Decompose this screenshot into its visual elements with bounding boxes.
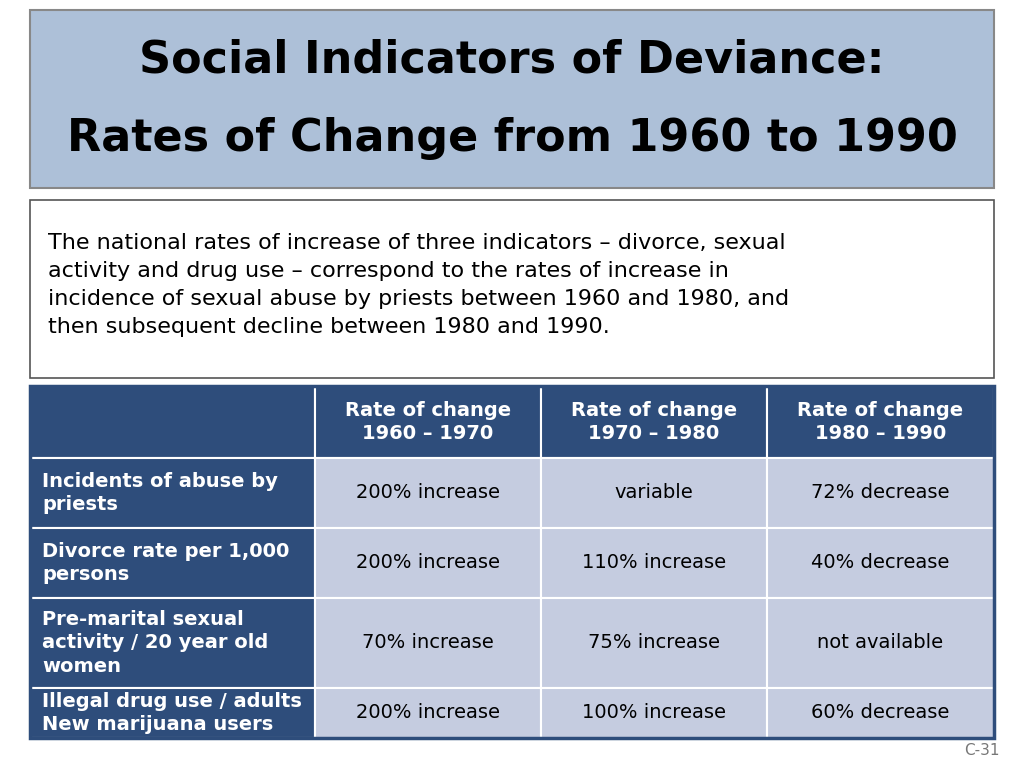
FancyBboxPatch shape <box>315 688 541 738</box>
Text: 200% increase: 200% increase <box>356 703 500 723</box>
FancyBboxPatch shape <box>30 688 315 738</box>
Text: Rate of change
1970 – 1980: Rate of change 1970 – 1980 <box>571 401 737 443</box>
Text: The national rates of increase of three indicators – divorce, sexual
activity an: The national rates of increase of three … <box>48 233 790 337</box>
Text: C-31: C-31 <box>965 743 1000 758</box>
Text: Rates of Change from 1960 to 1990: Rates of Change from 1960 to 1990 <box>67 117 957 160</box>
FancyBboxPatch shape <box>767 458 994 528</box>
FancyBboxPatch shape <box>767 688 994 738</box>
Text: Incidents of abuse by
priests: Incidents of abuse by priests <box>42 472 278 515</box>
Text: Rate of change
1960 – 1970: Rate of change 1960 – 1970 <box>345 401 511 443</box>
FancyBboxPatch shape <box>767 598 994 688</box>
Text: Rate of change
1980 – 1990: Rate of change 1980 – 1990 <box>798 401 964 443</box>
Text: 72% decrease: 72% decrease <box>811 484 949 502</box>
Text: 200% increase: 200% increase <box>356 554 500 572</box>
FancyBboxPatch shape <box>315 528 541 598</box>
FancyBboxPatch shape <box>30 598 315 688</box>
FancyBboxPatch shape <box>30 10 994 188</box>
FancyBboxPatch shape <box>767 386 994 458</box>
FancyBboxPatch shape <box>30 528 315 598</box>
FancyBboxPatch shape <box>30 458 315 528</box>
Text: 75% increase: 75% increase <box>588 634 720 653</box>
FancyBboxPatch shape <box>541 458 767 528</box>
Text: Illegal drug use / adults
New marijuana users: Illegal drug use / adults New marijuana … <box>42 692 302 734</box>
Text: 100% increase: 100% increase <box>582 703 726 723</box>
Text: Divorce rate per 1,000
persons: Divorce rate per 1,000 persons <box>42 541 290 584</box>
FancyBboxPatch shape <box>315 598 541 688</box>
FancyBboxPatch shape <box>541 528 767 598</box>
Text: Social Indicators of Deviance:: Social Indicators of Deviance: <box>139 38 885 81</box>
FancyBboxPatch shape <box>30 386 315 458</box>
FancyBboxPatch shape <box>541 598 767 688</box>
Text: 40% decrease: 40% decrease <box>811 554 949 572</box>
Text: 110% increase: 110% increase <box>582 554 726 572</box>
Text: Pre-marital sexual
activity / 20 year old
women: Pre-marital sexual activity / 20 year ol… <box>42 610 268 676</box>
FancyBboxPatch shape <box>315 386 541 458</box>
FancyBboxPatch shape <box>767 528 994 598</box>
Text: 200% increase: 200% increase <box>356 484 500 502</box>
Text: 60% decrease: 60% decrease <box>811 703 949 723</box>
FancyBboxPatch shape <box>30 200 994 378</box>
Text: 70% increase: 70% increase <box>362 634 494 653</box>
FancyBboxPatch shape <box>541 386 767 458</box>
FancyBboxPatch shape <box>315 458 541 528</box>
Text: not available: not available <box>817 634 943 653</box>
FancyBboxPatch shape <box>541 688 767 738</box>
Text: variable: variable <box>614 484 693 502</box>
